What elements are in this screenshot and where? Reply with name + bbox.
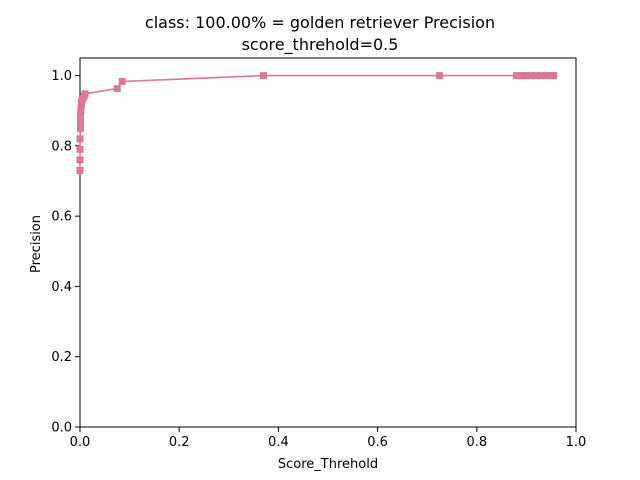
y-tick-label: 0.2	[51, 350, 72, 365]
data-point-marker	[76, 167, 84, 174]
data-point-marker	[537, 72, 545, 80]
data-point-marker	[517, 72, 525, 80]
data-point-marker	[522, 72, 530, 80]
x-tick-label: 0.8	[466, 435, 487, 450]
data-point-marker	[113, 85, 121, 93]
y-tick-label: 0.0	[51, 421, 72, 436]
y-tick-label: 0.6	[51, 210, 72, 225]
plot-axes	[79, 57, 577, 428]
data-point-marker	[542, 72, 550, 80]
data-point-marker	[513, 72, 520, 80]
x-tick-label: 0.6	[367, 435, 388, 450]
data-point-marker	[81, 90, 89, 98]
chart-title-line1: class: 100.00% = golden retriever Precis…	[145, 13, 495, 32]
data-point-marker	[527, 72, 535, 80]
data-point-marker	[77, 117, 84, 125]
data-point-marker	[76, 135, 84, 143]
data-point-marker	[260, 72, 267, 80]
series-line	[79, 74, 554, 171]
data-point-marker	[77, 124, 84, 132]
y-axis-label: Precision	[29, 215, 44, 273]
y-tick-label: 0.4	[51, 280, 72, 295]
data-point-marker	[118, 78, 126, 85]
x-tick-label: 0.2	[169, 435, 190, 450]
plot-frame	[79, 57, 577, 428]
data-point-marker	[76, 156, 84, 164]
x-axis-label: Score_Threhold	[278, 457, 378, 472]
data-point-marker	[436, 72, 444, 80]
y-tick-label: 0.8	[51, 139, 72, 154]
y-tick-label: 1.0	[51, 69, 72, 84]
x-tick-label: 0.4	[268, 435, 289, 450]
data-point-marker	[550, 72, 558, 80]
series-group	[76, 72, 558, 174]
y-axis-ticks: 0.0 0.2 0.4 0.6 0.8 1.0	[51, 69, 80, 436]
x-tick-label: 1.0	[566, 435, 587, 450]
x-tick-label: 0.0	[70, 435, 91, 450]
chart-title-line2: score_threhold=0.5	[242, 35, 399, 55]
data-point-marker	[532, 72, 540, 80]
x-axis-ticks: 0.0 0.2 0.4 0.6 0.8 1.0	[70, 427, 587, 450]
data-point-marker	[76, 145, 84, 153]
